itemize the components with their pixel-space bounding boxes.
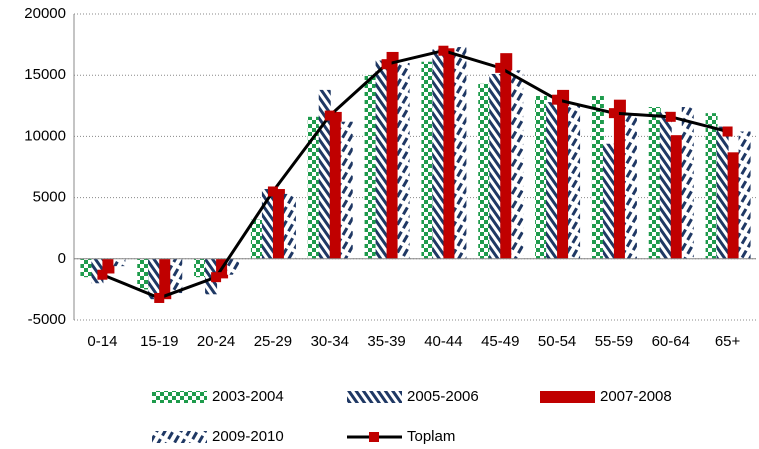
legend-label: 2005-2006: [407, 388, 479, 405]
marker: [552, 94, 563, 105]
bar: [148, 258, 161, 300]
y-tick-label: 10000: [24, 127, 66, 144]
bar: [613, 99, 626, 259]
marker: [267, 186, 278, 197]
bar: [318, 89, 331, 259]
bar: [283, 193, 296, 259]
legend-label: Toplam: [407, 428, 455, 445]
marker: [665, 111, 676, 122]
marker: [495, 62, 506, 73]
bar: [659, 111, 672, 259]
bar: [681, 107, 694, 259]
legend-marker: [369, 432, 379, 442]
marker: [324, 110, 335, 121]
x-tick-label: 20-24: [197, 333, 235, 350]
bar: [568, 105, 581, 259]
y-tick-label: -5000: [28, 311, 66, 328]
x-tick-label: 60-64: [652, 333, 690, 350]
bar: [340, 121, 353, 259]
bar: [272, 189, 285, 259]
x-tick-label: 55-59: [595, 333, 633, 350]
legend-label: 2003-2004: [212, 388, 284, 405]
bar: [329, 111, 342, 259]
marker: [97, 269, 108, 280]
legend-swatch: [152, 431, 207, 443]
bar: [159, 258, 172, 300]
marker: [438, 45, 449, 56]
bar: [705, 113, 718, 259]
bar: [454, 47, 467, 259]
x-tick-label: 15-19: [140, 333, 178, 350]
marker: [381, 59, 392, 70]
bar: [80, 258, 93, 278]
x-tick-label: 0-14: [87, 333, 117, 350]
legend-swatch: [540, 391, 595, 403]
marker: [608, 108, 619, 119]
line: [101, 49, 728, 300]
bar: [170, 258, 183, 294]
legend-swatch: [152, 391, 207, 403]
y-tick-label: 15000: [24, 66, 66, 83]
x-tick-label: 35-39: [367, 333, 405, 350]
bar: [432, 49, 445, 259]
bar: [624, 115, 637, 259]
bar: [591, 96, 604, 259]
bar: [500, 53, 513, 259]
bar: [137, 258, 150, 290]
y-tick-label: 5000: [33, 189, 66, 206]
x-tick-label: 30-34: [311, 333, 349, 350]
x-tick-label: 50-54: [538, 333, 576, 350]
bar: [227, 258, 240, 275]
bar: [443, 48, 456, 259]
x-tick-label: 25-29: [254, 333, 292, 350]
bar: [478, 83, 491, 259]
bar: [535, 96, 548, 259]
x-tick-label: 45-49: [481, 333, 519, 350]
bar: [511, 70, 524, 259]
x-tick-label: 65+: [715, 333, 741, 350]
marker: [154, 292, 165, 303]
legend-label: 2007-2008: [600, 388, 672, 405]
bar: [557, 89, 570, 259]
bar: [716, 126, 729, 259]
marker: [211, 272, 222, 283]
bar: [364, 75, 377, 259]
bar: [648, 107, 661, 259]
bar: [113, 258, 126, 267]
bar: [261, 189, 274, 259]
bar: [670, 135, 683, 259]
y-tick-label: 0: [58, 250, 66, 267]
legend-swatch: [347, 391, 402, 403]
bar: [386, 51, 399, 259]
bar: [421, 61, 434, 259]
bar: [489, 73, 502, 259]
bar: [546, 102, 559, 259]
bar: [250, 219, 263, 259]
bar: [602, 143, 615, 259]
x-tick-label: 40-44: [424, 333, 462, 350]
y-tick-label: 20000: [24, 5, 66, 22]
bar: [307, 116, 320, 259]
bar: [375, 60, 388, 259]
bar: [194, 258, 207, 278]
marker: [722, 126, 733, 137]
legend-label: 2009-2010: [212, 428, 284, 445]
bar: [397, 62, 410, 259]
bar: [738, 131, 751, 259]
bar: [727, 152, 740, 259]
